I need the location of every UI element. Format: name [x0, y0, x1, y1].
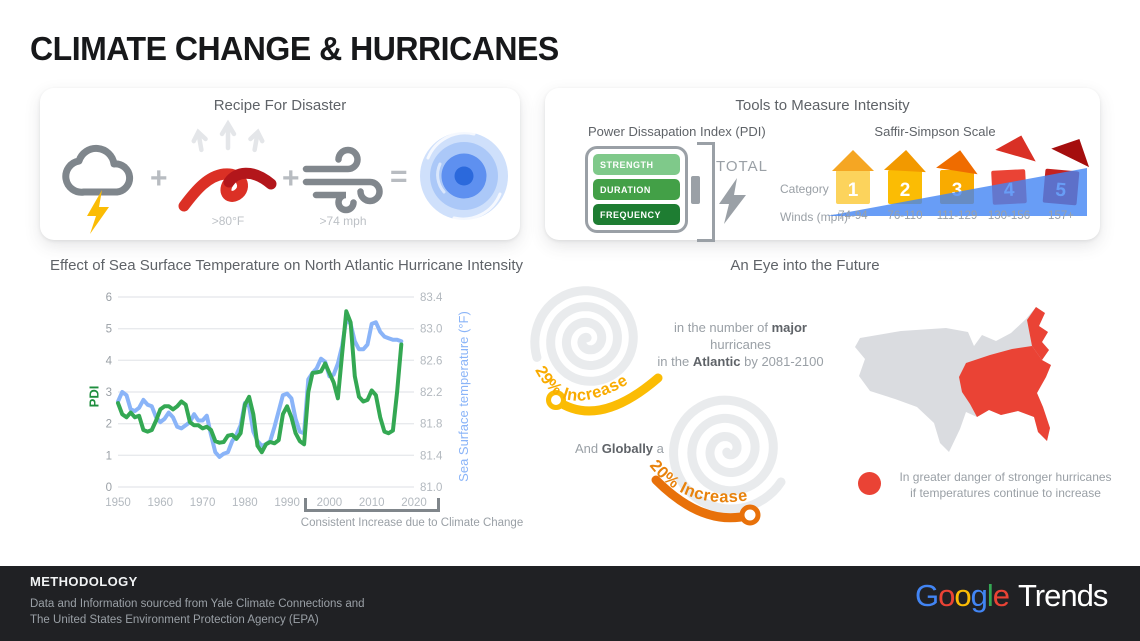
svg-text:81.0: 81.0	[420, 482, 442, 494]
svg-text:1960: 1960	[147, 497, 173, 509]
chart-left-axis-title: PDI	[86, 385, 102, 408]
intensity-chart: 0 81.0 1 81.4 2 81.8 3 82.2 4 82.6 5 83.0 6 83.4 1950 1…	[105, 292, 443, 509]
hurricane-eye-icon	[420, 131, 508, 221]
svg-text:81.8: 81.8	[420, 419, 442, 431]
winds-value: 130-156	[987, 210, 1031, 222]
battery-bar: FREQUENCY	[593, 204, 680, 225]
recipe-card-title: Recipe For Disaster	[213, 97, 347, 114]
series-left	[116, 309, 404, 455]
spiral-atlantic-icon: 29% Increase	[530, 286, 663, 416]
rising-heat-arrows-icon	[191, 119, 265, 153]
svg-text:5: 5	[106, 324, 112, 336]
svg-text:1970: 1970	[190, 497, 216, 509]
winds-value: 74-94	[838, 210, 868, 222]
winds-value: 157+	[1048, 210, 1074, 222]
arc-endpoint-dot	[546, 390, 566, 410]
us-map	[855, 307, 1051, 452]
svg-text:1990: 1990	[274, 497, 300, 509]
series-right	[116, 317, 404, 459]
saffir-winds-label: Winds (mph)	[780, 210, 849, 224]
svg-text:6: 6	[106, 292, 112, 304]
methodology-title: METHODOLOGY	[30, 574, 138, 589]
storm-cloud-icon	[62, 144, 134, 234]
wind-threshold-label: >74 mph	[319, 214, 367, 228]
logo-letter: o	[954, 578, 971, 613]
logo-letter: g	[970, 578, 988, 613]
svg-text:4: 4	[106, 355, 113, 367]
future-section-title: An Eye into the Future	[730, 257, 880, 274]
wave-threshold-label: >80°F	[211, 214, 245, 228]
saffir-title: Saffir-Simpson Scale	[874, 124, 996, 139]
us-map-outline	[855, 307, 1051, 452]
plus-icon: +	[282, 162, 300, 195]
svg-text:3: 3	[952, 180, 963, 201]
logo-letter: e	[992, 578, 1010, 613]
footer: METHODOLOGY Data and Information sourced…	[0, 566, 1140, 641]
logo-letter: l	[986, 578, 994, 613]
svg-text:2010: 2010	[359, 497, 385, 509]
tools-card-title: Tools to Measure Intensity	[735, 97, 910, 114]
house-icon: 2	[883, 150, 926, 204]
us-map-danger-region	[959, 346, 1051, 441]
chart-title: Effect of Sea Surface Temperature on Nor…	[50, 257, 524, 274]
spiral-shape	[530, 286, 638, 386]
globally-caption: And Globally a	[575, 441, 664, 456]
svg-text:2020: 2020	[401, 497, 427, 509]
svg-text:0: 0	[106, 482, 112, 494]
equals-icon: =	[390, 160, 408, 193]
us-map-danger-coast-strip	[1027, 307, 1049, 360]
tools-card: Tools to Measure Intensity Power Dissapa…	[545, 88, 1100, 242]
lightning-icon	[87, 190, 109, 234]
battery-bar: DURATION	[593, 179, 680, 200]
arc-endpoint-dot	[739, 504, 761, 526]
house-icon: 1	[832, 150, 874, 204]
pdi-total-label: TOTAL	[716, 158, 768, 175]
winds-value: 111-129	[936, 210, 978, 222]
saffir-houses: 12345	[827, 135, 1090, 216]
svg-text:82.6: 82.6	[420, 355, 442, 367]
storm-surge-wedge	[827, 168, 1087, 216]
logo-letter: G	[915, 578, 939, 613]
chart-right-axis-title: Sea Surface temperature (°F)	[455, 311, 471, 482]
svg-text:1: 1	[848, 180, 859, 201]
svg-text:1950: 1950	[105, 497, 131, 509]
wind-icon	[302, 146, 383, 214]
battery-terminal-icon	[691, 176, 700, 204]
total-lightning-icon	[719, 178, 746, 224]
spiral-shape	[669, 395, 786, 514]
logo-letter: o	[938, 578, 955, 613]
recipe-card: Recipe For Disaster + >80°F + >74 mph	[40, 88, 520, 240]
danger-legend-dot	[858, 472, 881, 495]
trends-wordmark: Trends	[1018, 578, 1108, 613]
methodology-text: Data and Information sourced from Yale C…	[30, 598, 365, 626]
svg-text:2: 2	[106, 419, 112, 431]
saffir-category-label: Category	[780, 182, 829, 196]
svg-text:82.2: 82.2	[420, 387, 442, 399]
pdi-title: Power Dissapation Index (PDI)	[588, 124, 766, 139]
chart-annotation-bracket	[304, 498, 440, 512]
spiral-global-icon: 20% Increase	[646, 395, 786, 526]
atlantic-caption: in the number of major hurricanes in the…	[657, 320, 824, 369]
svg-text:2000: 2000	[317, 497, 343, 509]
svg-text:1: 1	[106, 450, 112, 462]
svg-text:81.4: 81.4	[420, 450, 443, 462]
danger-legend-text: In greater danger of stronger hurricanes…	[899, 470, 1112, 500]
svg-text:83.4: 83.4	[420, 292, 443, 304]
battery-bar: STRENGTH	[593, 154, 680, 175]
pdi-bracket	[697, 142, 715, 242]
winds-value: 76-110	[887, 210, 923, 222]
svg-text:83.0: 83.0	[420, 324, 442, 336]
svg-text:1980: 1980	[232, 497, 258, 509]
plus-icon: +	[150, 162, 168, 195]
page-title: CLIMATE CHANGE & HURRICANES	[30, 30, 559, 67]
warm-ocean-wave-icon	[178, 119, 277, 212]
chart-annotation-label: Consistent Increase due to Climate Chang…	[300, 517, 524, 529]
google-wordmark: Google	[915, 578, 1010, 613]
google-trends-logo: Google Trends	[915, 578, 1108, 614]
svg-text:2: 2	[900, 180, 911, 201]
svg-text:3: 3	[106, 387, 112, 399]
pdi-battery-icon: STRENGTH DURATION FREQUENCY	[585, 146, 688, 233]
